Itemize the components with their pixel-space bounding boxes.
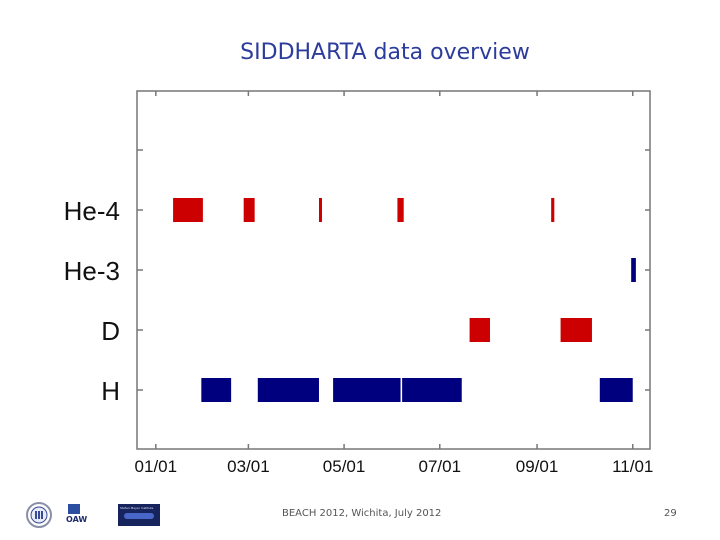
x-tick-label: 07/01 bbox=[419, 457, 462, 476]
oaw-logo-text: OAW bbox=[66, 515, 88, 524]
interval-bar bbox=[631, 258, 636, 282]
slide-title: SIDDHARTA data overview bbox=[240, 40, 530, 65]
interval-bar bbox=[333, 378, 401, 402]
interval-bar bbox=[318, 198, 322, 222]
x-tick-label: 05/01 bbox=[323, 457, 366, 476]
x-tick-label: 11/01 bbox=[612, 457, 653, 476]
interval-bar bbox=[551, 198, 555, 222]
interval-bar bbox=[201, 378, 232, 402]
interval-bar bbox=[243, 198, 255, 222]
y-tick-label: He-4 bbox=[64, 196, 120, 226]
interval-bar bbox=[173, 198, 203, 222]
y-tick-label: H bbox=[101, 376, 120, 406]
x-tick-label: 01/01 bbox=[135, 457, 178, 476]
smi-banner-logo: Stefan Meyer Institute bbox=[118, 504, 160, 526]
interval-bar bbox=[560, 318, 592, 342]
x-tick-label: 09/01 bbox=[516, 457, 559, 476]
footer-event-text: BEACH 2012, Wichita, July 2012 bbox=[282, 508, 442, 519]
y-tick-label: D bbox=[101, 316, 120, 346]
y-tick-labels: He-4 He-3 DH bbox=[64, 196, 120, 406]
institute-seal-logo bbox=[26, 502, 52, 528]
x-tick-label: 03/01 bbox=[227, 457, 270, 476]
interval-bar bbox=[402, 378, 462, 402]
interval-bar bbox=[257, 378, 319, 402]
data-intervals bbox=[173, 198, 636, 402]
page-number: 29 bbox=[664, 508, 677, 519]
interval-bar bbox=[469, 318, 490, 342]
smi-banner-text: Stefan Meyer Institute bbox=[120, 506, 154, 510]
tick-marks bbox=[137, 91, 650, 449]
interval-bar bbox=[397, 198, 404, 222]
x-tick-labels: 01/01 03/01 05/01 07/01 09/01 11/01 bbox=[135, 457, 654, 476]
oaw-logo: OAW bbox=[66, 504, 90, 524]
y-tick-label: He-3 bbox=[64, 256, 120, 286]
interval-bar bbox=[599, 378, 633, 402]
